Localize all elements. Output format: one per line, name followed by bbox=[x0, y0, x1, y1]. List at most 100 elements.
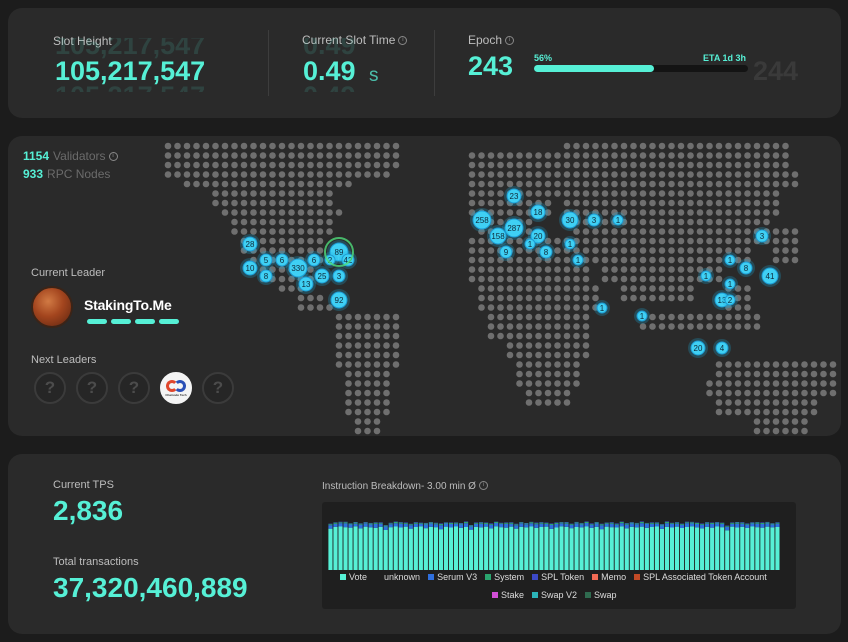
validator-cluster-marker[interactable]: 23 bbox=[504, 186, 524, 206]
validator-cluster-marker[interactable]: 2 bbox=[722, 292, 738, 308]
map-dot bbox=[763, 380, 770, 387]
validator-cluster-marker[interactable]: 1 bbox=[722, 252, 738, 268]
validator-cluster-marker[interactable]: 1 bbox=[594, 300, 610, 316]
map-dot bbox=[668, 313, 675, 321]
map-dot bbox=[221, 171, 229, 178]
map-dot bbox=[725, 237, 732, 245]
validator-cluster-marker[interactable]: 13 bbox=[296, 274, 316, 294]
next-leader-unknown[interactable]: ? bbox=[118, 372, 150, 404]
map-dot bbox=[392, 332, 400, 340]
map-dot bbox=[649, 285, 656, 292]
legend-item[interactable]: unknown bbox=[375, 572, 420, 582]
validator-cluster-marker[interactable]: 3 bbox=[753, 227, 771, 245]
map-dot bbox=[326, 161, 333, 169]
legend-item[interactable]: SPL Associated Token Account bbox=[634, 572, 767, 582]
validator-cluster-marker[interactable]: 9 bbox=[497, 243, 515, 261]
legend-item[interactable]: Vote bbox=[340, 572, 367, 582]
validator-cluster-marker[interactable]: 8 bbox=[737, 259, 755, 277]
map-dot bbox=[658, 285, 666, 292]
map-dot bbox=[582, 237, 590, 245]
legend-item[interactable]: Swap bbox=[585, 590, 617, 600]
bar-segment-serum-v3 bbox=[393, 523, 398, 527]
legend-item[interactable]: Memo bbox=[592, 572, 626, 582]
legend-item[interactable]: Serum V3 bbox=[428, 572, 477, 582]
map-dot bbox=[383, 399, 390, 406]
map-dot bbox=[535, 275, 542, 283]
map-dot bbox=[734, 313, 742, 321]
validator-cluster-marker[interactable]: 1 bbox=[562, 236, 578, 252]
validator-cluster-marker[interactable]: 1 bbox=[570, 252, 586, 268]
current-leader-avatar[interactable] bbox=[31, 286, 73, 328]
map-dot bbox=[734, 247, 742, 254]
info-icon[interactable]: i bbox=[478, 481, 488, 490]
validator-cluster-marker[interactable]: 4 bbox=[713, 339, 731, 357]
map-dot bbox=[763, 199, 770, 207]
map-dot bbox=[506, 237, 514, 245]
validator-cluster-marker[interactable]: 3 bbox=[330, 267, 348, 285]
map-dot bbox=[715, 161, 723, 169]
map-dot bbox=[630, 161, 637, 169]
validator-cluster-marker[interactable]: 1 bbox=[698, 268, 714, 284]
validator-cluster-marker[interactable]: 6 bbox=[305, 251, 323, 269]
validator-cluster-marker[interactable]: 18 bbox=[528, 202, 548, 222]
validator-cluster-marker[interactable]: 25 bbox=[312, 266, 332, 286]
map-dot bbox=[497, 323, 504, 330]
slot-height-value: 105,217,547 bbox=[55, 56, 206, 86]
bar-segment-spl-token bbox=[735, 522, 740, 523]
map-dot bbox=[221, 199, 229, 207]
legend-item[interactable]: SPL Token bbox=[532, 572, 584, 582]
next-leader-unknown[interactable]: ? bbox=[202, 372, 234, 404]
chart-bars[interactable] bbox=[328, 520, 780, 570]
next-leader-unknown[interactable]: ? bbox=[76, 372, 108, 404]
next-leader-avatar[interactable]: Chainode Tech bbox=[160, 372, 192, 404]
map-dot bbox=[639, 218, 647, 226]
validator-cluster-marker[interactable]: 287 bbox=[502, 216, 526, 240]
validator-cluster-marker[interactable]: 20 bbox=[688, 338, 708, 358]
validator-cluster-marker[interactable]: 158 bbox=[487, 225, 509, 247]
validator-cluster-marker[interactable]: 8 bbox=[537, 243, 555, 261]
validator-cluster-marker[interactable]: 330 bbox=[286, 256, 310, 280]
map-dot bbox=[573, 370, 580, 378]
validator-cluster-marker[interactable]: 3 bbox=[585, 211, 603, 229]
bar-segment-spl-token bbox=[539, 522, 544, 523]
validator-cluster-marker[interactable]: 8 bbox=[257, 267, 275, 285]
validator-cluster-marker[interactable]: 41 bbox=[759, 265, 781, 287]
validator-cluster-marker[interactable]: 5 bbox=[257, 251, 275, 269]
map-dot bbox=[335, 142, 343, 150]
map-dot bbox=[202, 152, 210, 159]
info-icon[interactable]: i bbox=[108, 152, 118, 161]
validator-cluster-marker[interactable]: 1 bbox=[634, 308, 650, 324]
validator-cluster-marker[interactable]: 1 bbox=[522, 236, 538, 252]
next-leader-unknown[interactable]: ? bbox=[34, 372, 66, 404]
legend-item[interactable]: Stake bbox=[492, 590, 524, 600]
bar-segment-system bbox=[574, 522, 579, 524]
validator-cluster-marker[interactable]: 10 bbox=[240, 258, 260, 278]
bar-segment-vote bbox=[469, 529, 474, 570]
validator-cluster-marker[interactable]: 1 bbox=[722, 276, 738, 292]
validator-cluster-marker[interactable]: 92 bbox=[328, 289, 350, 311]
validator-cluster-marker[interactable]: 13 bbox=[712, 290, 732, 310]
map-dot bbox=[782, 418, 789, 425]
map-dot bbox=[611, 266, 618, 273]
validator-cluster-marker[interactable]: 6 bbox=[273, 251, 291, 269]
map-dot bbox=[753, 323, 761, 330]
legend-item[interactable]: System bbox=[485, 572, 524, 582]
map-dot bbox=[326, 180, 333, 188]
map-dot bbox=[525, 285, 533, 292]
bar-segment-spl-token bbox=[684, 521, 690, 523]
legend-item[interactable]: Swap V2 bbox=[532, 590, 577, 600]
validator-cluster-marker[interactable]: 30 bbox=[559, 209, 581, 231]
cluster-count: 8 bbox=[264, 272, 269, 281]
map-dot bbox=[516, 304, 523, 311]
current-leader-name[interactable]: StakingTo.Me bbox=[84, 297, 172, 313]
validator-cluster-marker[interactable]: 258 bbox=[470, 208, 494, 232]
validator-cluster-marker[interactable]: 28 bbox=[240, 234, 260, 254]
map-dot bbox=[744, 294, 751, 302]
legend-label: Swap bbox=[594, 590, 617, 600]
map-dot bbox=[373, 399, 381, 406]
info-icon[interactable]: i bbox=[505, 36, 515, 45]
map-dot bbox=[506, 180, 514, 188]
info-icon[interactable]: i bbox=[398, 36, 408, 45]
validator-cluster-marker[interactable]: 1 bbox=[610, 212, 626, 228]
